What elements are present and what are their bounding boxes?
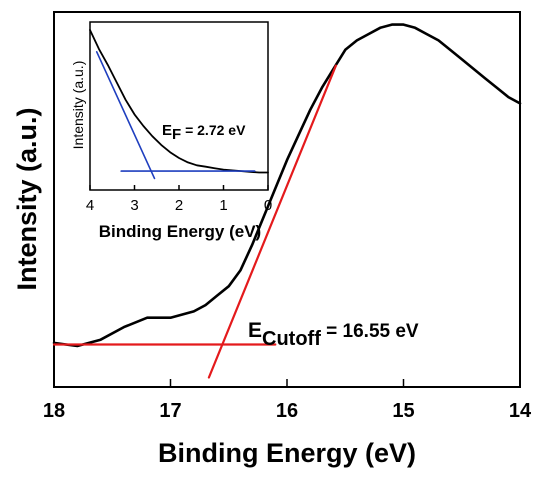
main-x-ticks: 18 17 16 15 14: [43, 379, 532, 422]
fermi-annotation-e: E: [162, 122, 172, 139]
inset-x-tick-label: 0: [264, 197, 272, 214]
main-x-tick-label: 18: [43, 400, 65, 422]
inset-series: [89, 29, 269, 180]
inset-y-axis-title: Intensity (a.u.): [70, 61, 86, 150]
inset-x-axis-title: Binding Energy (eV): [99, 222, 261, 241]
fermi-annotation-value: = 2.72 eV: [181, 122, 246, 138]
inset-x-tick-label: 1: [219, 197, 227, 214]
cutoff-annotation: ECutoff = 16.55 eV: [248, 319, 419, 350]
fermi-annotation-sub: F: [172, 126, 181, 143]
inset-plot-background: [90, 22, 268, 190]
inset-x-tick-label: 4: [86, 197, 94, 214]
main-x-tick-label: 15: [392, 400, 414, 422]
inset-x-tick-label: 3: [130, 197, 138, 214]
cutoff-annotation-value: = 16.55 eV: [321, 321, 419, 342]
main-x-tick-label: 17: [159, 400, 181, 422]
cutoff-annotation-sub: Cutoff: [262, 328, 321, 350]
main-x-axis-title: Binding Energy (eV): [158, 438, 416, 468]
main-x-tick-label: 16: [276, 400, 298, 422]
main-spectrum-line: [52, 23, 522, 348]
main-edge-fit-line: [207, 64, 337, 379]
main-y-axis-title: Intensity (a.u.): [12, 107, 42, 290]
inset-x-tick-label: 2: [175, 197, 183, 214]
inset-x-ticks: 4 3 2 1 0: [86, 185, 272, 214]
main-series: [52, 23, 522, 379]
cutoff-annotation-e: E: [248, 319, 262, 342]
main-x-tick-label: 14: [509, 400, 532, 422]
fermi-annotation: EF = 2.72 eV: [162, 122, 246, 143]
inset-edge-fit-line: [95, 50, 156, 180]
